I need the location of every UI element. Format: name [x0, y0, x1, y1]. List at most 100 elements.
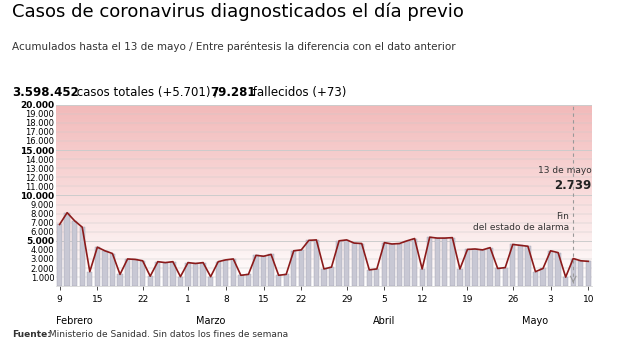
Bar: [56, 259, 592, 261]
Bar: [178, 277, 183, 286]
Bar: [79, 227, 85, 286]
Bar: [56, 199, 592, 201]
Bar: [56, 138, 592, 139]
Bar: [56, 135, 592, 138]
Bar: [314, 240, 319, 286]
Bar: [389, 244, 394, 286]
Bar: [56, 214, 592, 215]
Bar: [352, 243, 356, 286]
Bar: [541, 268, 546, 286]
Bar: [56, 252, 592, 253]
Bar: [56, 221, 592, 223]
Bar: [56, 283, 592, 284]
Bar: [56, 277, 592, 279]
Bar: [321, 269, 327, 286]
Bar: [56, 132, 592, 134]
Bar: [56, 170, 592, 172]
Bar: [56, 176, 592, 177]
Bar: [56, 106, 592, 108]
Bar: [56, 206, 592, 208]
Text: 2.739: 2.739: [554, 179, 591, 192]
Bar: [56, 143, 592, 144]
Bar: [56, 233, 592, 235]
Bar: [56, 197, 592, 199]
Bar: [56, 205, 592, 206]
Bar: [56, 208, 592, 210]
Bar: [56, 166, 592, 168]
Bar: [56, 119, 592, 121]
Bar: [56, 219, 592, 221]
Bar: [56, 125, 592, 126]
Bar: [56, 223, 592, 224]
Bar: [56, 262, 592, 265]
Bar: [56, 128, 592, 130]
Bar: [56, 185, 592, 186]
Bar: [56, 244, 592, 246]
Bar: [223, 260, 228, 286]
Bar: [56, 172, 592, 174]
Bar: [56, 224, 592, 226]
Text: 13 de mayo: 13 de mayo: [538, 166, 591, 176]
Bar: [140, 261, 145, 286]
Text: Casos de coronavirus diagnosticados el día previo: Casos de coronavirus diagnosticados el d…: [12, 3, 464, 21]
Bar: [56, 248, 592, 250]
Bar: [344, 240, 349, 286]
Bar: [102, 251, 107, 286]
Bar: [56, 268, 592, 270]
Bar: [56, 194, 592, 195]
Bar: [56, 179, 592, 181]
Bar: [261, 256, 266, 286]
Bar: [329, 267, 334, 286]
Bar: [306, 240, 311, 286]
Bar: [56, 177, 592, 179]
Bar: [56, 246, 592, 248]
Bar: [56, 203, 592, 205]
Bar: [56, 250, 592, 252]
Bar: [56, 183, 592, 185]
Bar: [442, 238, 448, 286]
Text: casos totales (+5.701) /: casos totales (+5.701) /: [73, 86, 221, 99]
Bar: [56, 212, 592, 214]
Bar: [480, 250, 485, 286]
Text: 79.281: 79.281: [210, 86, 255, 99]
Bar: [578, 261, 583, 286]
Bar: [556, 253, 560, 286]
Bar: [56, 266, 592, 268]
Bar: [435, 238, 440, 286]
Bar: [56, 156, 592, 157]
Bar: [56, 121, 592, 123]
Bar: [162, 262, 168, 286]
Bar: [382, 243, 387, 286]
Bar: [208, 277, 213, 286]
Bar: [72, 221, 78, 286]
Bar: [56, 168, 592, 170]
Bar: [56, 257, 592, 259]
Bar: [56, 139, 592, 141]
Bar: [56, 174, 592, 176]
Bar: [56, 110, 592, 112]
Bar: [56, 148, 592, 150]
Bar: [412, 239, 417, 286]
Bar: [56, 165, 592, 166]
Bar: [87, 272, 92, 286]
Bar: [366, 270, 372, 286]
Bar: [56, 210, 592, 212]
Bar: [374, 269, 379, 286]
Bar: [503, 268, 508, 286]
Bar: [56, 228, 592, 230]
Bar: [56, 163, 592, 165]
Bar: [170, 262, 175, 286]
Bar: [337, 241, 342, 286]
Bar: [56, 116, 592, 117]
Text: Ministerio de Sanidad. Sin datos los fines de semana: Ministerio de Sanidad. Sin datos los fin…: [46, 329, 289, 339]
Bar: [155, 262, 161, 286]
Bar: [548, 251, 553, 286]
Bar: [56, 265, 592, 266]
Bar: [586, 261, 591, 286]
Bar: [56, 281, 592, 283]
Bar: [56, 284, 592, 286]
Bar: [246, 274, 251, 286]
Bar: [56, 201, 592, 203]
Bar: [185, 262, 190, 286]
Bar: [510, 244, 515, 286]
